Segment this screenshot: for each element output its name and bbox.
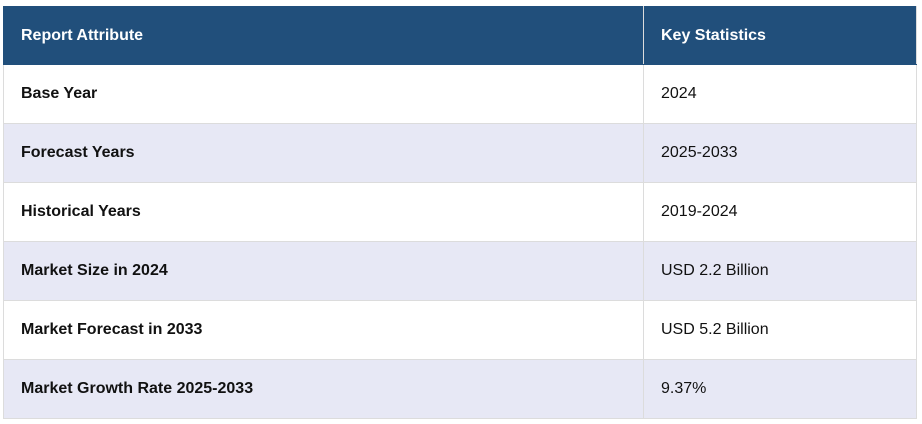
table-row: Market Size in 2024 USD 2.2 Billion — [3, 241, 917, 301]
table-row: Forecast Years 2025-2033 — [3, 123, 917, 183]
attribute-cell: Market Size in 2024 — [3, 241, 644, 301]
table-row: Base Year 2024 — [3, 64, 917, 124]
table-body: Base Year 2024 Forecast Years 2025-2033 Hist… — [3, 64, 917, 419]
header-cell: Key Statistics — [643, 6, 917, 65]
attribute-cell: Historical Years — [3, 182, 644, 242]
attribute-cell: Market Forecast in 2033 — [3, 300, 644, 360]
header-cell: Report Attribute — [3, 6, 644, 65]
statistic-cell: 2025-2033 — [643, 123, 917, 183]
header-row: Report Attribute Key Statistics — [3, 6, 917, 65]
table-row: Historical Years 2019-2024 — [3, 182, 917, 242]
statistic-cell: USD 5.2 Billion — [643, 300, 917, 360]
statistic-cell: 2024 — [643, 64, 917, 124]
statistic-cell: 9.37% — [643, 359, 917, 419]
table-row: Market Growth Rate 2025-2033 9.37% — [3, 359, 917, 419]
statistic-cell: 2019-2024 — [643, 182, 917, 242]
attribute-cell: Market Growth Rate 2025-2033 — [3, 359, 644, 419]
table-row: Market Forecast in 2033 USD 5.2 Billion — [3, 300, 917, 360]
statistic-cell: USD 2.2 Billion — [643, 241, 917, 301]
attribute-cell: Forecast Years — [3, 123, 644, 183]
attribute-cell: Base Year — [3, 64, 644, 124]
report-table: Report Attribute Key Statistics Base Yea… — [3, 6, 917, 419]
